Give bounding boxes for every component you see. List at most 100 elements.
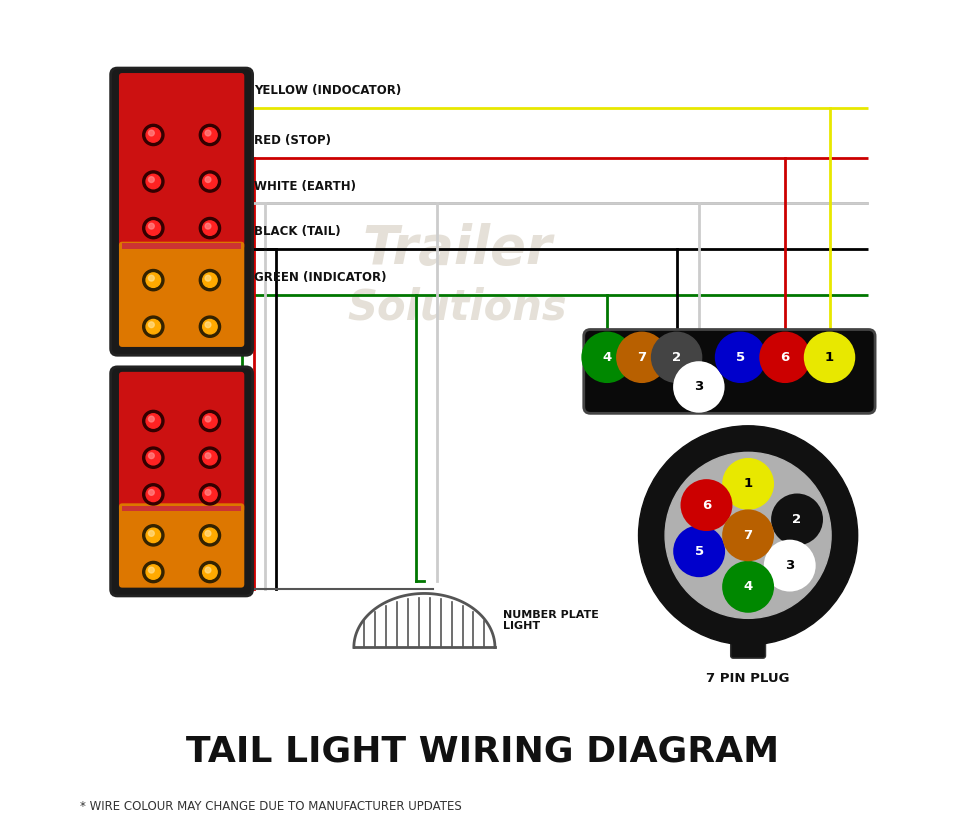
Circle shape xyxy=(203,174,217,188)
Text: 4: 4 xyxy=(602,351,612,364)
Circle shape xyxy=(805,332,854,382)
Circle shape xyxy=(639,426,858,645)
Circle shape xyxy=(149,130,154,136)
Circle shape xyxy=(143,410,164,432)
Circle shape xyxy=(723,562,773,612)
Circle shape xyxy=(146,128,160,142)
Text: YELLOW (INDOCATOR): YELLOW (INDOCATOR) xyxy=(254,84,401,97)
Circle shape xyxy=(200,484,221,505)
Circle shape xyxy=(200,316,221,337)
Circle shape xyxy=(143,124,164,145)
Text: 3: 3 xyxy=(694,380,703,393)
Circle shape xyxy=(200,561,221,583)
Circle shape xyxy=(200,447,221,468)
Circle shape xyxy=(203,451,217,465)
Circle shape xyxy=(143,447,164,468)
Text: 7: 7 xyxy=(637,351,647,364)
Text: 5: 5 xyxy=(736,351,745,364)
Text: RED (STOP): RED (STOP) xyxy=(254,134,331,147)
Circle shape xyxy=(723,510,773,560)
Circle shape xyxy=(146,273,160,287)
Circle shape xyxy=(206,177,211,183)
Circle shape xyxy=(206,223,211,229)
Circle shape xyxy=(146,564,160,579)
Circle shape xyxy=(203,320,217,334)
Text: TAIL LIGHT WIRING DIAGRAM: TAIL LIGHT WIRING DIAGRAM xyxy=(186,735,779,768)
Text: 6: 6 xyxy=(781,351,789,364)
Circle shape xyxy=(206,276,211,281)
Circle shape xyxy=(681,481,731,530)
Circle shape xyxy=(149,416,154,422)
FancyBboxPatch shape xyxy=(119,73,244,250)
FancyBboxPatch shape xyxy=(111,68,253,355)
Circle shape xyxy=(149,490,154,496)
Circle shape xyxy=(203,413,217,428)
FancyBboxPatch shape xyxy=(584,330,875,413)
Circle shape xyxy=(149,322,154,328)
Circle shape xyxy=(149,567,154,573)
Circle shape xyxy=(716,332,765,382)
FancyBboxPatch shape xyxy=(111,367,253,596)
Circle shape xyxy=(203,128,217,142)
Circle shape xyxy=(206,416,211,422)
Circle shape xyxy=(723,459,773,509)
Circle shape xyxy=(765,540,814,590)
Circle shape xyxy=(203,221,217,236)
Circle shape xyxy=(149,453,154,459)
Circle shape xyxy=(200,217,221,239)
Bar xyxy=(123,243,241,249)
Circle shape xyxy=(143,525,164,546)
Circle shape xyxy=(206,130,211,136)
Text: * WIRE COLOUR MAY CHANGE DUE TO MANUFACTURER UPDATES: * WIRE COLOUR MAY CHANGE DUE TO MANUFACT… xyxy=(80,800,461,813)
Circle shape xyxy=(146,413,160,428)
Circle shape xyxy=(206,567,211,573)
Circle shape xyxy=(149,276,154,281)
Circle shape xyxy=(146,320,160,334)
Circle shape xyxy=(149,177,154,183)
Circle shape xyxy=(149,223,154,229)
Circle shape xyxy=(149,530,154,536)
Circle shape xyxy=(665,452,831,618)
FancyBboxPatch shape xyxy=(119,503,244,588)
Text: 2: 2 xyxy=(792,513,802,526)
Circle shape xyxy=(143,561,164,583)
Text: GREEN (INDICATOR): GREEN (INDICATOR) xyxy=(254,271,387,284)
Text: WHITE (EARTH): WHITE (EARTH) xyxy=(254,179,356,193)
Circle shape xyxy=(206,453,211,459)
Text: NUMBER PLATE
LIGHT: NUMBER PLATE LIGHT xyxy=(504,609,599,632)
Circle shape xyxy=(200,525,221,546)
Circle shape xyxy=(651,332,702,382)
Circle shape xyxy=(675,526,724,576)
Circle shape xyxy=(203,487,217,501)
Circle shape xyxy=(143,484,164,505)
Circle shape xyxy=(143,316,164,337)
Circle shape xyxy=(206,530,211,536)
Text: 1: 1 xyxy=(744,477,753,491)
Text: 7: 7 xyxy=(744,529,753,542)
FancyBboxPatch shape xyxy=(119,372,244,512)
Text: Solutions: Solutions xyxy=(347,286,567,328)
Circle shape xyxy=(146,528,160,543)
Circle shape xyxy=(206,490,211,496)
Circle shape xyxy=(203,528,217,543)
Circle shape xyxy=(200,124,221,145)
Text: 6: 6 xyxy=(702,499,711,511)
FancyBboxPatch shape xyxy=(119,242,244,347)
Circle shape xyxy=(760,332,810,382)
Text: 2: 2 xyxy=(672,351,681,364)
Text: Trailer: Trailer xyxy=(363,223,553,275)
Circle shape xyxy=(206,322,211,328)
Text: BLACK (TAIL): BLACK (TAIL) xyxy=(254,225,341,238)
Text: 1: 1 xyxy=(825,351,834,364)
Circle shape xyxy=(772,495,822,544)
Circle shape xyxy=(146,221,160,236)
Circle shape xyxy=(200,270,221,290)
Circle shape xyxy=(200,410,221,432)
Text: 5: 5 xyxy=(695,544,703,558)
Circle shape xyxy=(146,451,160,465)
FancyBboxPatch shape xyxy=(731,628,765,658)
Circle shape xyxy=(143,217,164,239)
Circle shape xyxy=(203,564,217,579)
Text: 7 PIN PLUG: 7 PIN PLUG xyxy=(706,672,789,686)
Circle shape xyxy=(146,487,160,501)
